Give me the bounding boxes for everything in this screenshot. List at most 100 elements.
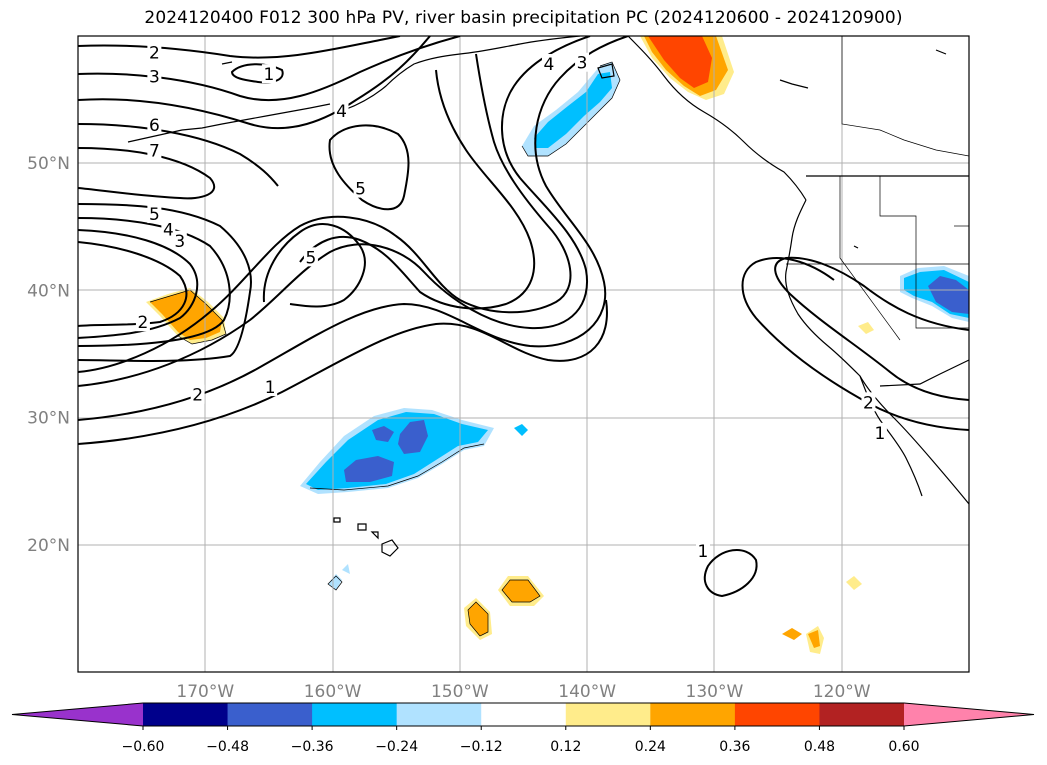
fill-small-neg-1 (514, 424, 528, 436)
contour-label-bg (147, 42, 162, 62)
pv-contour-label: 5 (149, 205, 160, 225)
alaska-coast (343, 36, 581, 111)
colorbar-segment (396, 703, 482, 726)
pv-contour-label: 1 (874, 424, 885, 444)
fill-hi-neg (328, 574, 342, 590)
contour-label-bg (147, 66, 162, 86)
island-kodiak (597, 63, 615, 79)
island-small-4 (853, 245, 859, 249)
fill-east-pos-1 (782, 628, 802, 640)
fill-central-blue-3 (372, 426, 394, 442)
precip-pc-fills (146, 36, 969, 654)
lat-tick-label: 30°N (27, 409, 70, 429)
colorbar-segment (734, 703, 820, 726)
lon-tick-label: 170°W (176, 682, 234, 702)
pv-contour-4 (78, 36, 431, 130)
colorbar-segment (481, 703, 567, 726)
fill-small-pos-ca (858, 322, 874, 334)
colorbar-extend-max (904, 703, 1034, 726)
pv-contour-2-north (78, 36, 401, 59)
pv-contour-label: 1 (698, 542, 709, 562)
pv-contour-4-south (299, 69, 536, 310)
pv-contour-7 (78, 147, 216, 200)
lon-tick-label: 160°W (304, 682, 362, 702)
contour-label-bg (147, 115, 162, 135)
pv-contour-label: 4 (336, 102, 347, 122)
pv-contour-1-south (78, 36, 629, 421)
contour-label-bg (263, 377, 278, 397)
lon-tick-label: 130°W (686, 682, 744, 702)
hawaii-4 (333, 517, 341, 523)
pv-contour-3-mid (78, 229, 199, 339)
contour-label-bg (541, 53, 556, 73)
colorbar-tick-label: 0.60 (888, 739, 919, 755)
fill-alaska-red (648, 36, 712, 88)
contour-label-bg (575, 52, 590, 72)
pv-contour-label: 3 (174, 232, 185, 252)
contour-label-bg (147, 204, 162, 224)
colorbar-tick-label: −0.36 (291, 739, 334, 755)
colorbar-tick-label: −0.60 (122, 739, 165, 755)
pv-contour-label: 6 (149, 116, 160, 136)
contour-label-bg (303, 247, 318, 267)
pv-contour-1-loop (230, 63, 284, 84)
hawaii-1 (381, 539, 399, 557)
pv-contour-5-closed (328, 124, 410, 211)
contour-label-bg (353, 178, 368, 198)
longitude-labels: 170°W 160°W 150°W 140°W 130°W 120°W (176, 682, 870, 702)
pv-contour-label: 5 (355, 180, 366, 200)
fill-east-pos-3 (846, 576, 862, 590)
colorbar-tick-label: −0.12 (460, 739, 503, 755)
pv-contour-0-south (78, 299, 608, 445)
pv-contour-label: 2 (863, 393, 874, 413)
lat-tick-label: 40°N (27, 281, 70, 301)
fill-goa-cyan (534, 72, 612, 148)
pv-contour-label: 3 (577, 54, 588, 74)
pv-contour-east-2 (741, 257, 969, 431)
contour-label-bg (872, 422, 887, 442)
pv-contour-label: 3 (149, 68, 160, 88)
colorbar-segment (143, 703, 229, 726)
lon-tick-label: 150°W (431, 682, 489, 702)
pv-contour-label: 2 (192, 386, 203, 406)
us-mexico-border (879, 359, 969, 387)
pv-contour-3-south (78, 53, 572, 373)
contour-label-bg (172, 230, 187, 250)
colorbar-segment (227, 703, 313, 726)
map-frame (77, 35, 970, 673)
pv-contour-label: 4 (544, 55, 555, 75)
lat-tick-label: 20°N (27, 536, 70, 556)
pv-contour-2-south (78, 36, 591, 387)
colorbar-tick-label: 0.24 (635, 739, 666, 755)
fill-nv-blue (928, 276, 969, 314)
hawaii-3 (370, 531, 379, 540)
fill-east-pos-2 (808, 630, 820, 648)
aleutian-islands (127, 103, 331, 143)
state-border-5 (841, 36, 969, 157)
fill-central-blue-1 (344, 456, 394, 482)
pv-contour-6 (78, 123, 279, 187)
west-coast (785, 199, 969, 505)
pv-contours (78, 36, 969, 598)
hawaii-2 (357, 523, 367, 531)
state-border-1 (839, 176, 901, 341)
contour-label-bg (161, 219, 176, 239)
colorbar-segment (650, 703, 736, 726)
colorbar-tick-label: −0.48 (206, 739, 249, 755)
island-small-3 (935, 49, 947, 55)
pv-contour-label: 2 (149, 44, 160, 64)
colorbar-tick-label: 0.36 (719, 739, 750, 755)
colorbar-segment (312, 703, 398, 726)
pv-contour-2-mid (78, 241, 188, 327)
fill-south-pos-1 (502, 580, 540, 602)
lon-tick-label: 140°W (558, 682, 616, 702)
contour-label-bg (190, 384, 205, 404)
panhandle-coast (627, 36, 807, 201)
colorbar-segment (565, 703, 651, 726)
pv-contour-label: 2 (138, 313, 149, 333)
colorbar-extend-min (12, 703, 143, 726)
pv-contour-east-1 (774, 256, 969, 401)
contour-label-bg (861, 392, 876, 412)
